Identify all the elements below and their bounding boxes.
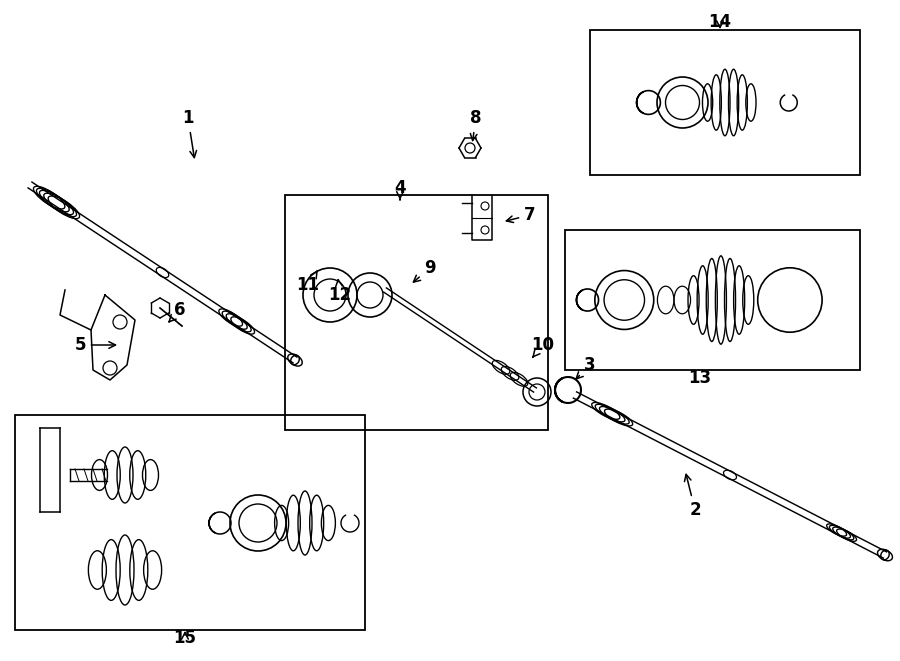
- Bar: [15, 415, 365, 630]
- Bar: [590, 30, 860, 175]
- Text: 10: 10: [532, 336, 554, 357]
- Text: 1: 1: [182, 109, 196, 157]
- Text: 6: 6: [169, 301, 185, 322]
- Text: 4: 4: [394, 179, 406, 200]
- Text: 2: 2: [685, 475, 701, 519]
- Text: 12: 12: [328, 280, 352, 304]
- Text: 3: 3: [576, 356, 596, 379]
- Text: 11: 11: [296, 271, 320, 294]
- Text: 9: 9: [413, 259, 436, 282]
- Bar: [565, 230, 860, 370]
- Text: 8: 8: [470, 109, 482, 141]
- Text: 14: 14: [708, 13, 732, 31]
- Text: 13: 13: [688, 369, 712, 387]
- Text: 15: 15: [174, 629, 196, 647]
- Text: 7: 7: [507, 206, 536, 224]
- Text: 5: 5: [74, 336, 115, 354]
- Bar: [285, 195, 548, 430]
